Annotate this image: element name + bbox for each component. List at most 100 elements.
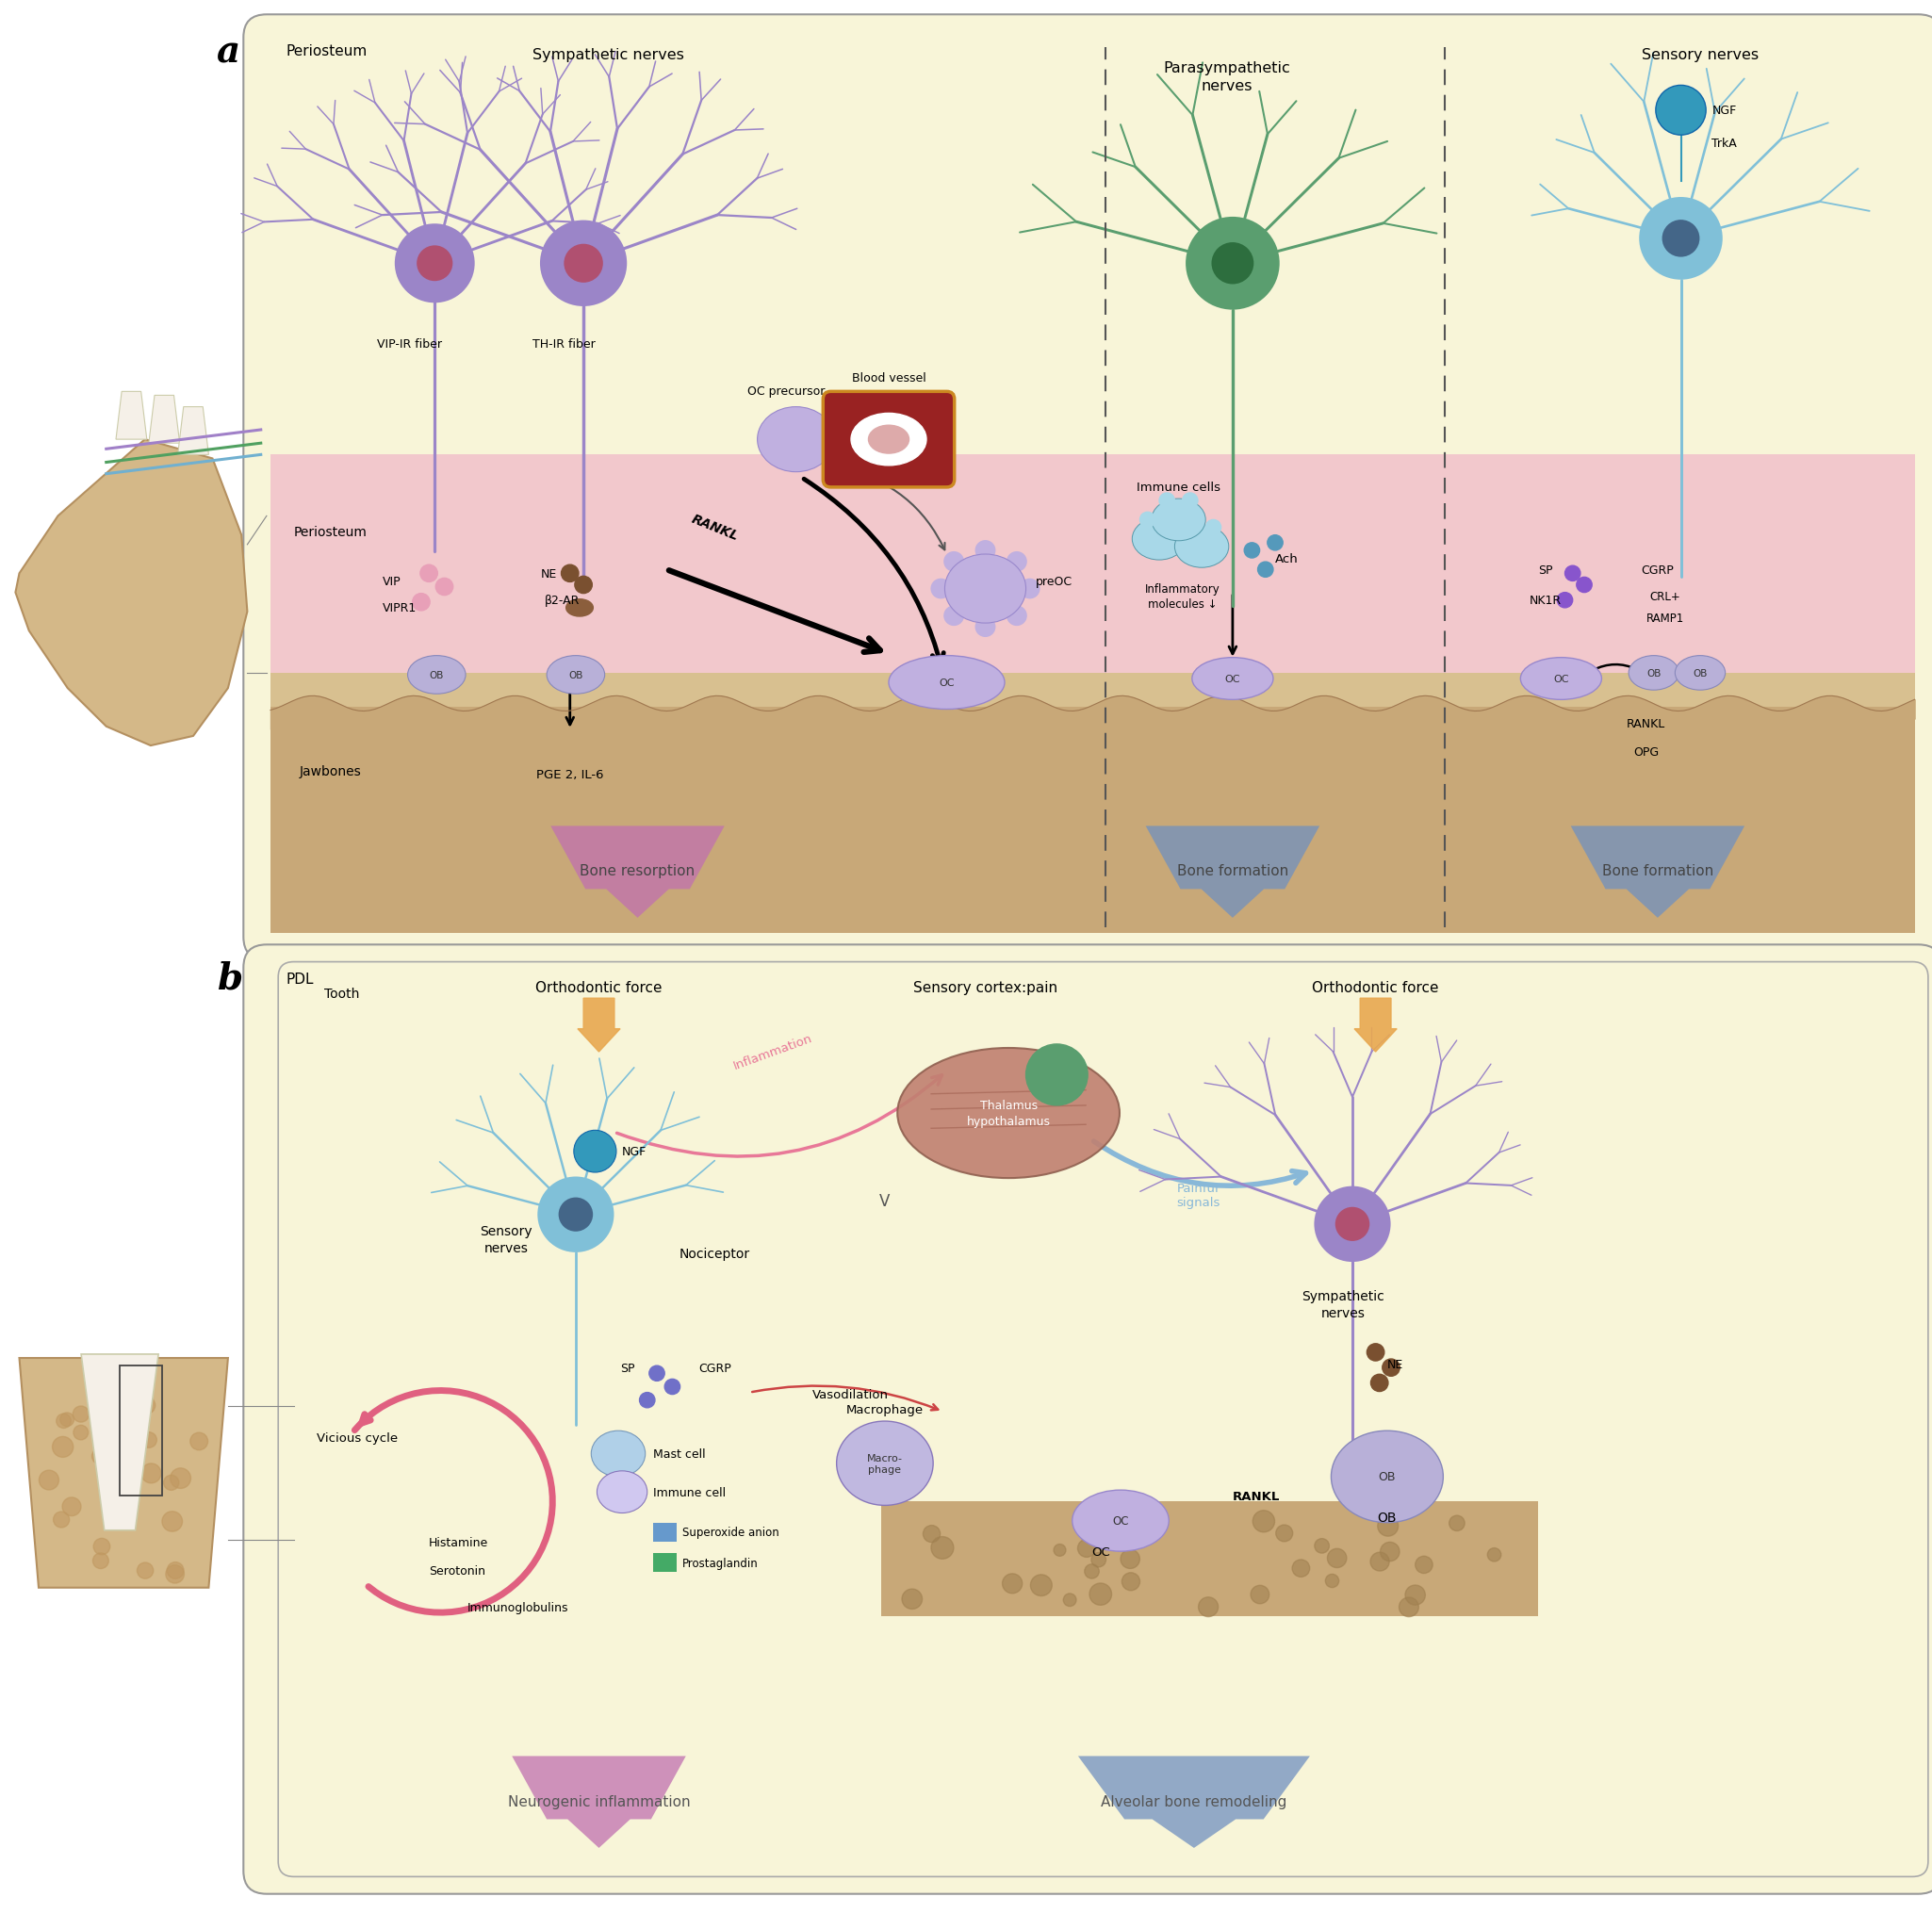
Text: NGF: NGF xyxy=(622,1146,647,1157)
Circle shape xyxy=(1020,580,1039,599)
Circle shape xyxy=(976,541,995,561)
Text: Blood vessel: Blood vessel xyxy=(852,373,925,385)
Polygon shape xyxy=(178,407,209,455)
Circle shape xyxy=(1335,1207,1370,1242)
Text: OC precursor: OC precursor xyxy=(748,386,825,398)
Polygon shape xyxy=(19,1358,228,1588)
Text: Immunoglobulins: Immunoglobulins xyxy=(468,1601,568,1613)
Circle shape xyxy=(60,1414,73,1427)
Circle shape xyxy=(574,1131,616,1173)
Circle shape xyxy=(1007,606,1026,626)
Circle shape xyxy=(141,1433,156,1448)
Text: OB: OB xyxy=(1378,1511,1397,1525)
Circle shape xyxy=(1053,1544,1066,1557)
Circle shape xyxy=(1370,1553,1389,1571)
Ellipse shape xyxy=(1520,658,1602,700)
Ellipse shape xyxy=(1629,656,1679,691)
Circle shape xyxy=(164,1475,180,1490)
Ellipse shape xyxy=(898,1048,1121,1178)
Polygon shape xyxy=(116,392,147,440)
Circle shape xyxy=(1372,1374,1389,1393)
Circle shape xyxy=(665,1379,680,1395)
Text: V: V xyxy=(879,1194,891,1209)
Text: RANKL: RANKL xyxy=(1627,717,1665,729)
Circle shape xyxy=(1577,578,1592,593)
Text: preOC: preOC xyxy=(1036,576,1072,587)
Circle shape xyxy=(162,1511,182,1532)
Circle shape xyxy=(945,606,964,626)
Circle shape xyxy=(56,1414,71,1429)
Polygon shape xyxy=(512,1756,686,1848)
Circle shape xyxy=(62,1498,81,1517)
Text: VIP: VIP xyxy=(383,576,402,587)
Circle shape xyxy=(1449,1515,1464,1530)
Text: Bone resorption: Bone resorption xyxy=(580,863,696,878)
Circle shape xyxy=(93,1448,108,1465)
Circle shape xyxy=(1211,243,1254,285)
Text: Alveolar bone remodeling: Alveolar bone remodeling xyxy=(1101,1794,1287,1808)
Text: Macrophage: Macrophage xyxy=(846,1404,923,1416)
Text: PDL: PDL xyxy=(286,972,313,985)
Circle shape xyxy=(54,1511,70,1528)
Circle shape xyxy=(1656,86,1706,136)
Text: NK1R: NK1R xyxy=(1530,595,1561,606)
Text: OB: OB xyxy=(568,671,583,679)
Circle shape xyxy=(945,553,964,572)
Circle shape xyxy=(541,222,626,308)
Ellipse shape xyxy=(837,1421,933,1506)
Circle shape xyxy=(976,618,995,637)
Polygon shape xyxy=(81,1354,158,1530)
Text: Sympathetic nerves: Sympathetic nerves xyxy=(533,48,684,61)
Circle shape xyxy=(1378,1515,1399,1536)
Text: Neurogenic inflammation: Neurogenic inflammation xyxy=(508,1794,690,1808)
Text: Bone formation: Bone formation xyxy=(1177,863,1289,878)
Polygon shape xyxy=(1078,1756,1310,1848)
Text: Sensory
nerves: Sensory nerves xyxy=(479,1224,533,1255)
Text: OPG: OPG xyxy=(1633,746,1660,758)
Text: Sensory nerves: Sensory nerves xyxy=(1642,48,1758,61)
Text: RAMP1: RAMP1 xyxy=(1646,612,1685,624)
Circle shape xyxy=(137,1396,155,1414)
Ellipse shape xyxy=(1132,518,1186,561)
Text: Orthodontic force: Orthodontic force xyxy=(535,981,663,995)
Circle shape xyxy=(1186,218,1279,310)
Circle shape xyxy=(116,1412,131,1427)
Text: CGRP: CGRP xyxy=(1642,564,1673,576)
Ellipse shape xyxy=(408,656,466,694)
Text: Orthodontic force: Orthodontic force xyxy=(1312,981,1439,995)
Circle shape xyxy=(412,593,429,612)
Circle shape xyxy=(1314,1186,1391,1263)
Circle shape xyxy=(1638,197,1723,281)
Bar xyxy=(120,1366,162,1496)
Ellipse shape xyxy=(591,1431,645,1477)
Text: OB: OB xyxy=(1378,1471,1397,1483)
Text: NE: NE xyxy=(1387,1358,1403,1370)
Circle shape xyxy=(564,245,603,283)
Circle shape xyxy=(639,1393,655,1408)
Circle shape xyxy=(39,1471,58,1490)
Ellipse shape xyxy=(566,599,593,616)
Circle shape xyxy=(902,1590,922,1609)
Text: a: a xyxy=(216,34,240,71)
Text: TrkA: TrkA xyxy=(1712,138,1737,149)
Circle shape xyxy=(73,1406,89,1423)
Circle shape xyxy=(1379,1542,1399,1561)
Text: Immune cell: Immune cell xyxy=(653,1486,726,1498)
Text: Bone formation: Bone formation xyxy=(1602,863,1714,878)
Text: Periosteum: Periosteum xyxy=(286,44,367,57)
Polygon shape xyxy=(149,396,180,444)
Bar xyxy=(270,455,1915,704)
Circle shape xyxy=(1163,513,1179,528)
Circle shape xyxy=(576,578,591,595)
Bar xyxy=(653,1523,676,1542)
Text: Ach: Ach xyxy=(1275,553,1298,564)
Text: OC: OC xyxy=(1092,1546,1111,1557)
Text: Jawbones: Jawbones xyxy=(299,765,361,779)
Text: TH-IR fiber: TH-IR fiber xyxy=(533,339,595,350)
Polygon shape xyxy=(1571,826,1745,918)
Circle shape xyxy=(1030,1574,1053,1595)
Text: VIP-IR fiber: VIP-IR fiber xyxy=(377,339,442,350)
Circle shape xyxy=(1488,1548,1501,1561)
Text: Periosteum: Periosteum xyxy=(294,526,367,538)
Circle shape xyxy=(1325,1574,1339,1588)
